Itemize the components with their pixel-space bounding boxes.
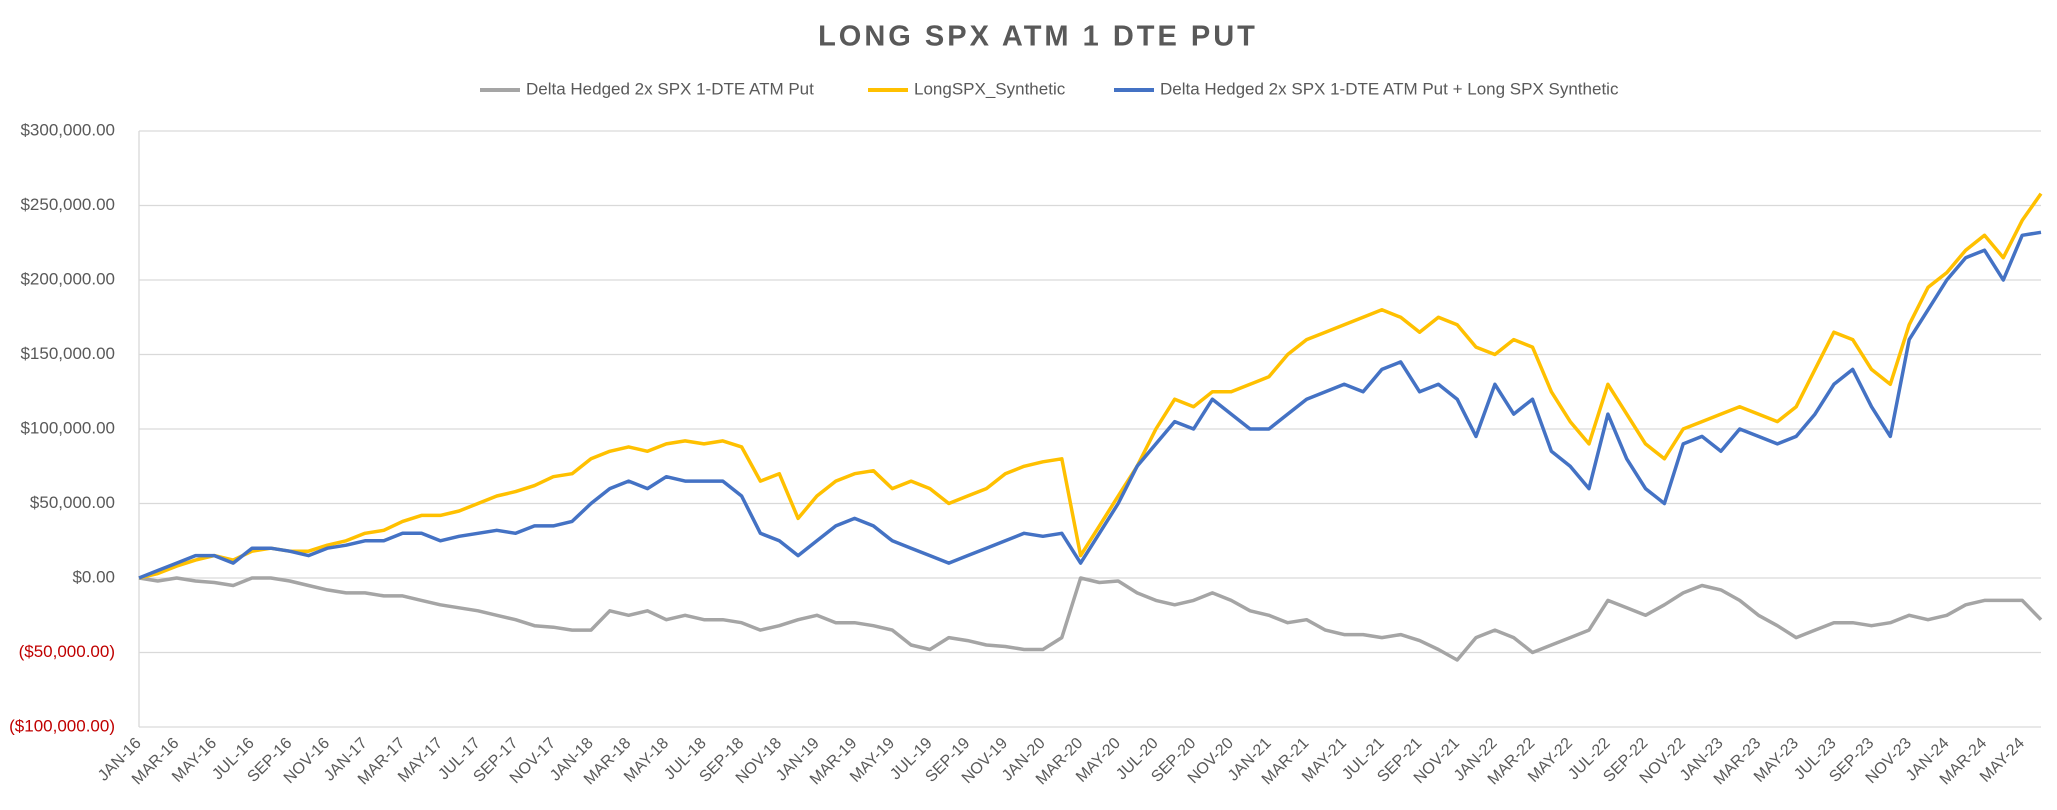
y-tick-label: $150,000.00 [20, 344, 115, 363]
y-tick-label: $250,000.00 [20, 195, 115, 214]
y-tick-label: ($50,000.00) [19, 642, 115, 661]
chart-title: LONG SPX ATM 1 DTE PUT [818, 21, 1258, 53]
series-line [138, 230, 2042, 580]
y-tick-label: $300,000.00 [20, 120, 115, 139]
series-line [138, 192, 2043, 580]
y-tick-label: $0.00 [72, 567, 115, 586]
legend-label: LongSPX_Synthetic [914, 79, 1066, 98]
legend-label: Delta Hedged 2x SPX 1-DTE ATM Put + Long… [1160, 79, 1619, 98]
y-tick-label: $200,000.00 [20, 269, 115, 288]
y-tick-label: $50,000.00 [30, 493, 115, 512]
series-line [138, 576, 2043, 662]
y-tick-label: $100,000.00 [20, 418, 115, 437]
y-tick-label: ($100,000.00) [9, 716, 115, 735]
legend-label: Delta Hedged 2x SPX 1-DTE ATM Put [526, 79, 814, 98]
